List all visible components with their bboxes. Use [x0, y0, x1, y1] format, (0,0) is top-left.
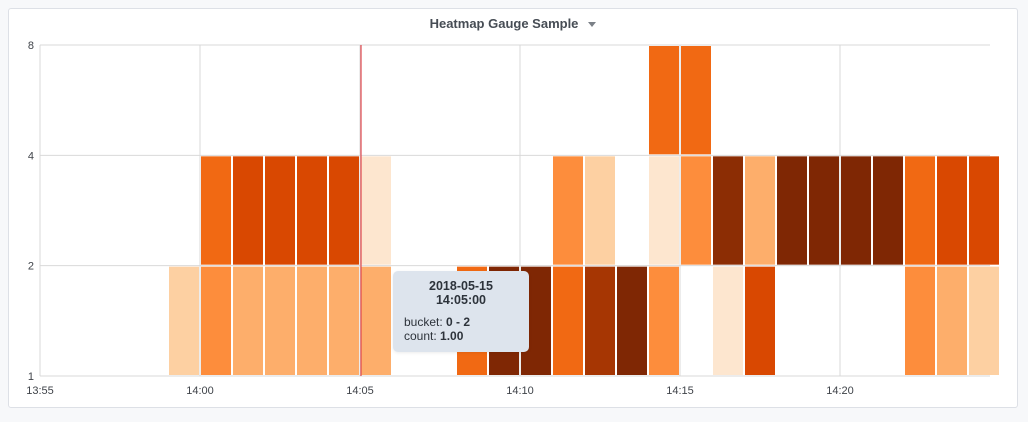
y-tick-label: 1 [28, 371, 34, 383]
heatmap-cell [585, 266, 615, 375]
heatmap-cell [201, 266, 231, 375]
heatmap-cell [809, 156, 839, 265]
x-tick-label: 14:15 [666, 385, 694, 397]
heatmap-cell [969, 156, 999, 265]
heatmap-cell [649, 46, 679, 155]
x-tick-label: 14:00 [186, 385, 214, 397]
y-tick-label: 8 [28, 40, 34, 52]
tooltip-bucket-value: 0 - 2 [446, 315, 471, 329]
heatmap-cell [297, 156, 327, 265]
heatmap-cell [681, 46, 711, 155]
heatmap-cell [681, 156, 711, 265]
heatmap-cell [553, 156, 583, 265]
heatmap-cell [905, 156, 935, 265]
heatmap-cell [233, 266, 263, 375]
heatmap-cell [969, 266, 999, 375]
y-axis: 1 2 4 8 [28, 40, 34, 383]
heatmap-cell [361, 266, 391, 375]
x-tick-label: 13:55 [26, 385, 54, 397]
heatmap-cell [937, 156, 967, 265]
heatmap-cell [713, 266, 743, 375]
heatmap-cell [265, 266, 295, 375]
heatmap-cell [777, 156, 807, 265]
x-tick-label: 14:10 [506, 385, 534, 397]
chevron-down-icon[interactable] [588, 22, 597, 28]
heatmap-cell [329, 156, 359, 265]
heatmap-cell [297, 266, 327, 375]
tooltip-bucket-row: bucket: 0 - 2 [404, 315, 518, 329]
heatmap-cell [553, 266, 583, 375]
tooltip-time: 2018-05-15 14:05:00 [429, 279, 493, 307]
heatmap-cell [169, 266, 199, 375]
y-tick-label: 2 [28, 261, 34, 273]
x-axis: 13:55 14:00 14:05 14:10 14:15 14:20 [26, 385, 854, 397]
y-tick-label: 4 [28, 150, 34, 162]
heatmap-cell [233, 156, 263, 265]
heatmap-cell [713, 156, 743, 265]
tooltip-count-label: count: [404, 329, 437, 343]
heatmap-cell [873, 156, 903, 265]
grid-lines [39, 44, 990, 377]
tooltip: 2018-05-15 14:05:00 bucket: 0 - 2 count:… [393, 271, 529, 352]
tooltip-count-value: 1.00 [440, 329, 464, 343]
panel-title[interactable]: Heatmap Gauge Sample [429, 16, 579, 31]
heatmap-cell [905, 266, 935, 375]
panel-title-row[interactable]: Heatmap Gauge Sample [9, 16, 1017, 31]
tooltip-bucket-label: bucket: [404, 315, 443, 329]
heatmap-cell [329, 266, 359, 375]
heatmap-cell [745, 156, 775, 265]
heatmap-cell [649, 156, 679, 265]
heatmap-cell [937, 266, 967, 375]
heatmap-cell [649, 266, 679, 375]
x-tick-label: 14:05 [346, 385, 374, 397]
heatmap-cell [841, 156, 871, 265]
heatmap-cell [201, 156, 231, 265]
heatmap-cell [265, 156, 295, 265]
heatmap-cells [169, 46, 999, 375]
x-tick-label: 14:20 [826, 385, 854, 397]
tooltip-count-row: count: 1.00 [404, 329, 518, 343]
heatmap-cell [361, 156, 391, 265]
heatmap-cell [617, 266, 647, 375]
heatmap-cell [585, 156, 615, 265]
heatmap-cell [745, 266, 775, 375]
